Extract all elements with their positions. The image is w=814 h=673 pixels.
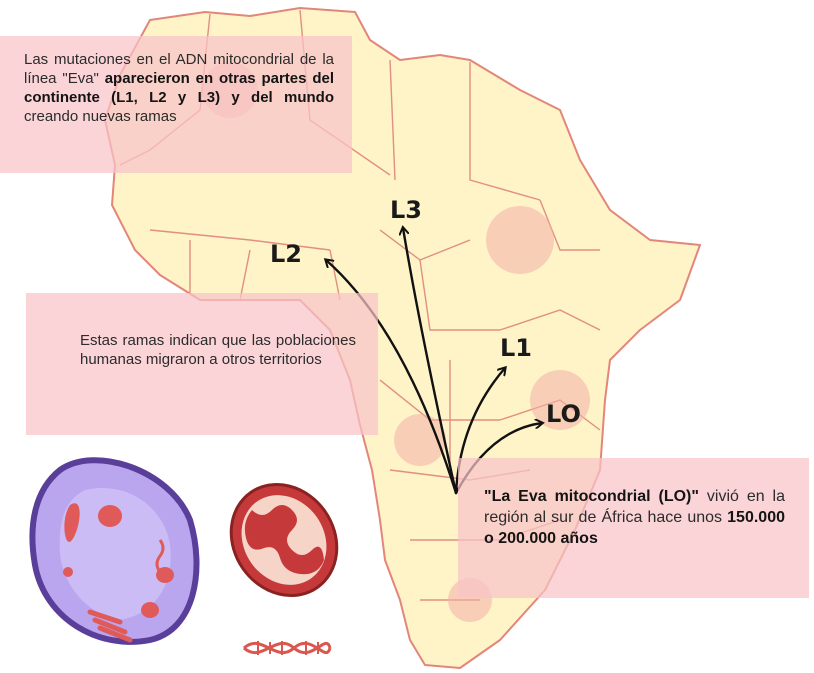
cell-inner-shading xyxy=(59,488,171,620)
mutation-info-emphasis: aparecieron en otras partes del continen… xyxy=(24,70,334,106)
eva-info-title: "La Eva mitocondrial (LO)" xyxy=(484,488,699,505)
mitochondrion-illustration xyxy=(229,483,339,597)
cell-chromatin xyxy=(155,539,165,573)
cell-golgi xyxy=(87,609,133,643)
arrow-to-l3 xyxy=(403,228,458,495)
eva-info-box: "La Eva mitocondrial (LO)" vivió en la r… xyxy=(458,458,809,598)
mitochondrion-cristae xyxy=(244,505,324,575)
eva-info-dates: 150.000 o 200.000 años xyxy=(484,509,785,547)
mutation-info-tail: creando nuevas ramas xyxy=(24,108,177,125)
migration-arrows xyxy=(326,228,542,495)
label-l3: L3 xyxy=(390,196,422,224)
label-l2: L2 xyxy=(270,240,302,268)
mutation-info-text: Las mutaciones en el ADN mitocondrial de… xyxy=(24,51,334,87)
migration-info-box: Estas ramas indican que las poblaciones … xyxy=(26,293,378,435)
dna-icon xyxy=(243,641,332,655)
cell-organelle-bottom xyxy=(141,602,159,618)
label-l0: LO xyxy=(546,400,581,428)
label-l1: L1 xyxy=(500,334,532,362)
eva-info-text: vivió en la región al sur de África hace… xyxy=(484,488,785,526)
arrow-to-l1 xyxy=(454,368,505,495)
cell-illustration xyxy=(29,457,200,645)
cell-organelle-er xyxy=(64,503,80,542)
arrow-to-l2 xyxy=(326,260,458,495)
cell-organelle-round xyxy=(98,505,122,527)
mutation-info-box: Las mutaciones en el ADN mitocondrial de… xyxy=(0,36,352,173)
cell-vesicle xyxy=(63,567,73,577)
migration-info-text: Estas ramas indican que las poblaciones … xyxy=(80,332,356,368)
